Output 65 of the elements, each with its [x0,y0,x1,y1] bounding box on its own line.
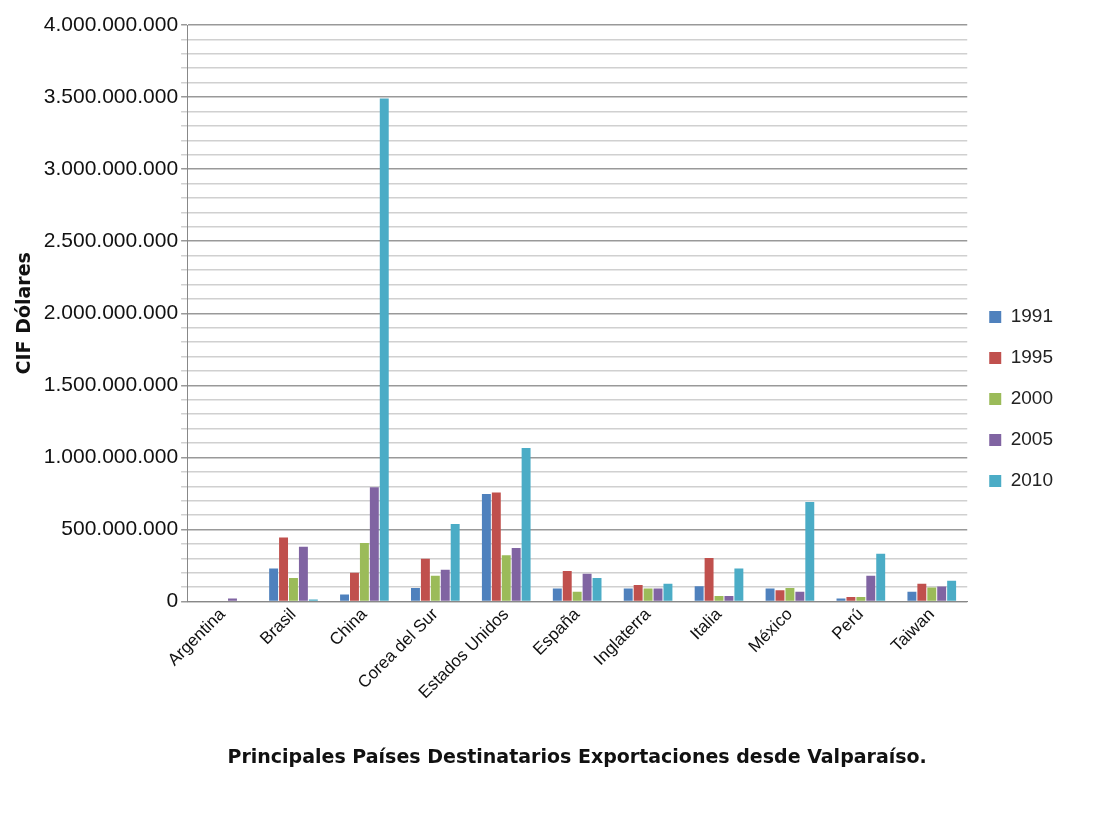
bar [927,587,937,601]
bar [734,568,744,601]
bar [592,578,602,601]
bar [340,594,350,601]
bar [552,588,562,601]
legend-label: 2010 [1010,469,1054,491]
y-tick-label: 3.500.000.000 [43,83,179,107]
y-tick-label: 3.000.000.000 [43,155,179,179]
bar [836,598,846,601]
bar [440,569,450,601]
bar [289,578,298,601]
y-tick-label: 1.000.000.000 [43,444,179,468]
bar [846,596,856,601]
bar [724,595,734,601]
bar [521,448,531,601]
bar [411,587,420,601]
bar [775,590,785,601]
bar [805,502,815,601]
bar [481,494,491,601]
legend-label: 2005 [1010,428,1054,450]
bar [369,487,379,601]
bar [694,586,704,601]
bar [785,587,795,601]
bar [350,572,359,601]
bar [663,583,673,601]
bar [623,588,633,601]
bar [491,492,501,601]
y-tick-label: 2.000.000.000 [43,300,179,324]
bar [379,98,389,601]
y-tick-label: 4.000.000.000 [43,11,179,35]
bar [907,591,917,601]
bar [856,596,866,601]
bar [633,585,643,601]
x-axis-title: Principales Países Destinatarios Exportaciones desde Valparaíso. [227,744,927,767]
bar [228,598,237,601]
bar [572,591,582,601]
legend-label: 2000 [1010,387,1054,409]
bar [298,546,308,601]
bar [582,573,592,601]
bar [795,591,805,601]
bar [359,542,369,601]
bar [866,575,876,601]
bar [511,548,521,601]
bar [876,553,886,601]
bar [704,558,714,601]
bar [947,580,957,601]
y-tick-label: 1.500.000.000 [43,372,179,396]
y-axis-title: CIF Dólares [12,252,35,375]
y-tick-label: 2.500.000.000 [43,228,179,252]
legend-label: 1991 [1010,305,1054,327]
bar [643,588,653,601]
bar [714,595,724,601]
legend-label: 1995 [1010,346,1054,368]
bar [917,583,927,601]
bar [450,523,460,601]
bar [765,588,775,601]
bar [937,586,947,601]
bar [501,555,511,601]
bar [562,571,572,601]
y-tick-label: 500.000.000 [61,516,179,540]
y-tick-label: 0 [166,588,179,612]
bar [269,568,279,601]
bar [430,575,440,601]
bar [279,537,289,601]
bar [420,558,430,601]
